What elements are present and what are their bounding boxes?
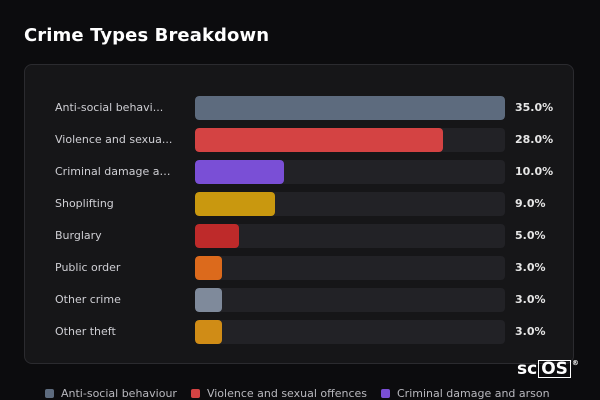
bar-value-label: 35.0% [515, 101, 554, 114]
bar-track [195, 320, 505, 344]
bar-value-label: 3.0% [515, 325, 546, 338]
bar-track [195, 256, 505, 280]
legend-swatch [381, 388, 390, 398]
logo-prefix: sc [517, 359, 538, 379]
bar[interactable] [195, 320, 222, 344]
bar-track [195, 96, 505, 120]
chart-legend: Anti-social behaviour Violence and sexual… [45, 386, 550, 400]
bar-value-label: 9.0% [515, 197, 546, 210]
legend-item[interactable]: Criminal damage and arson [381, 387, 550, 400]
legend-swatch [190, 388, 200, 398]
bar-category-label: Criminal damage an... [55, 165, 173, 178]
bar-row: Shoplifting 9.0% [25, 192, 573, 216]
bar-row: Criminal damage an... 10.0% [25, 160, 573, 184]
bar-category-label: Violence and sexua... [55, 133, 173, 146]
bar-track [195, 288, 505, 312]
bar-value-label: 3.0% [515, 261, 546, 274]
bar-category-label: Public order [55, 261, 121, 274]
legend-label: Criminal damage and arson [397, 386, 550, 400]
logo-boxed-text: OS [538, 360, 571, 378]
bar-track [195, 128, 505, 152]
bar[interactable] [195, 128, 443, 152]
registered-mark: ® [571, 359, 579, 367]
page-title: Crime Types Breakdown [24, 25, 270, 46]
bar[interactable] [195, 192, 275, 216]
bar-track [195, 160, 505, 184]
bar-row: Violence and sexua... 28.0% [25, 128, 573, 152]
bar-track [195, 192, 505, 216]
bar-row: Other crime 3.0% [25, 288, 573, 312]
legend-item[interactable]: Anti-social behaviour [45, 387, 177, 400]
bar-category-label: Other crime [55, 293, 121, 306]
bar-row: Anti-social behavi... 35.0% [25, 96, 573, 120]
bar-category-label: Other theft [55, 325, 116, 338]
scos-logo: sc OS ® [517, 359, 579, 379]
bar-row: Public order 3.0% [25, 256, 573, 280]
bar-value-label: 5.0% [515, 229, 546, 242]
bar-category-label: Anti-social behavi... [55, 101, 164, 114]
bar[interactable] [195, 256, 222, 280]
bar[interactable] [195, 224, 239, 248]
legend-swatch [45, 388, 54, 398]
bar-category-label: Shoplifting [55, 197, 114, 210]
bar[interactable] [195, 160, 284, 184]
bar-row: Burglary 5.0% [25, 224, 573, 248]
legend-label: Violence and sexual offences [206, 386, 367, 400]
bar[interactable] [195, 288, 222, 312]
bar-category-label: Burglary [55, 229, 102, 242]
bar-value-label: 3.0% [515, 293, 546, 306]
bar-row: Other theft 3.0% [25, 320, 573, 344]
chart-card: Anti-social behavi... 35.0% Violence and s… [24, 64, 574, 364]
bar[interactable] [195, 96, 505, 120]
bar-value-label: 28.0% [515, 133, 554, 146]
legend-label: Anti-social behaviour [61, 386, 177, 400]
bar-track [195, 224, 505, 248]
legend-item[interactable]: Violence and sexual offences [190, 386, 367, 400]
bar-value-label: 10.0% [515, 165, 554, 178]
